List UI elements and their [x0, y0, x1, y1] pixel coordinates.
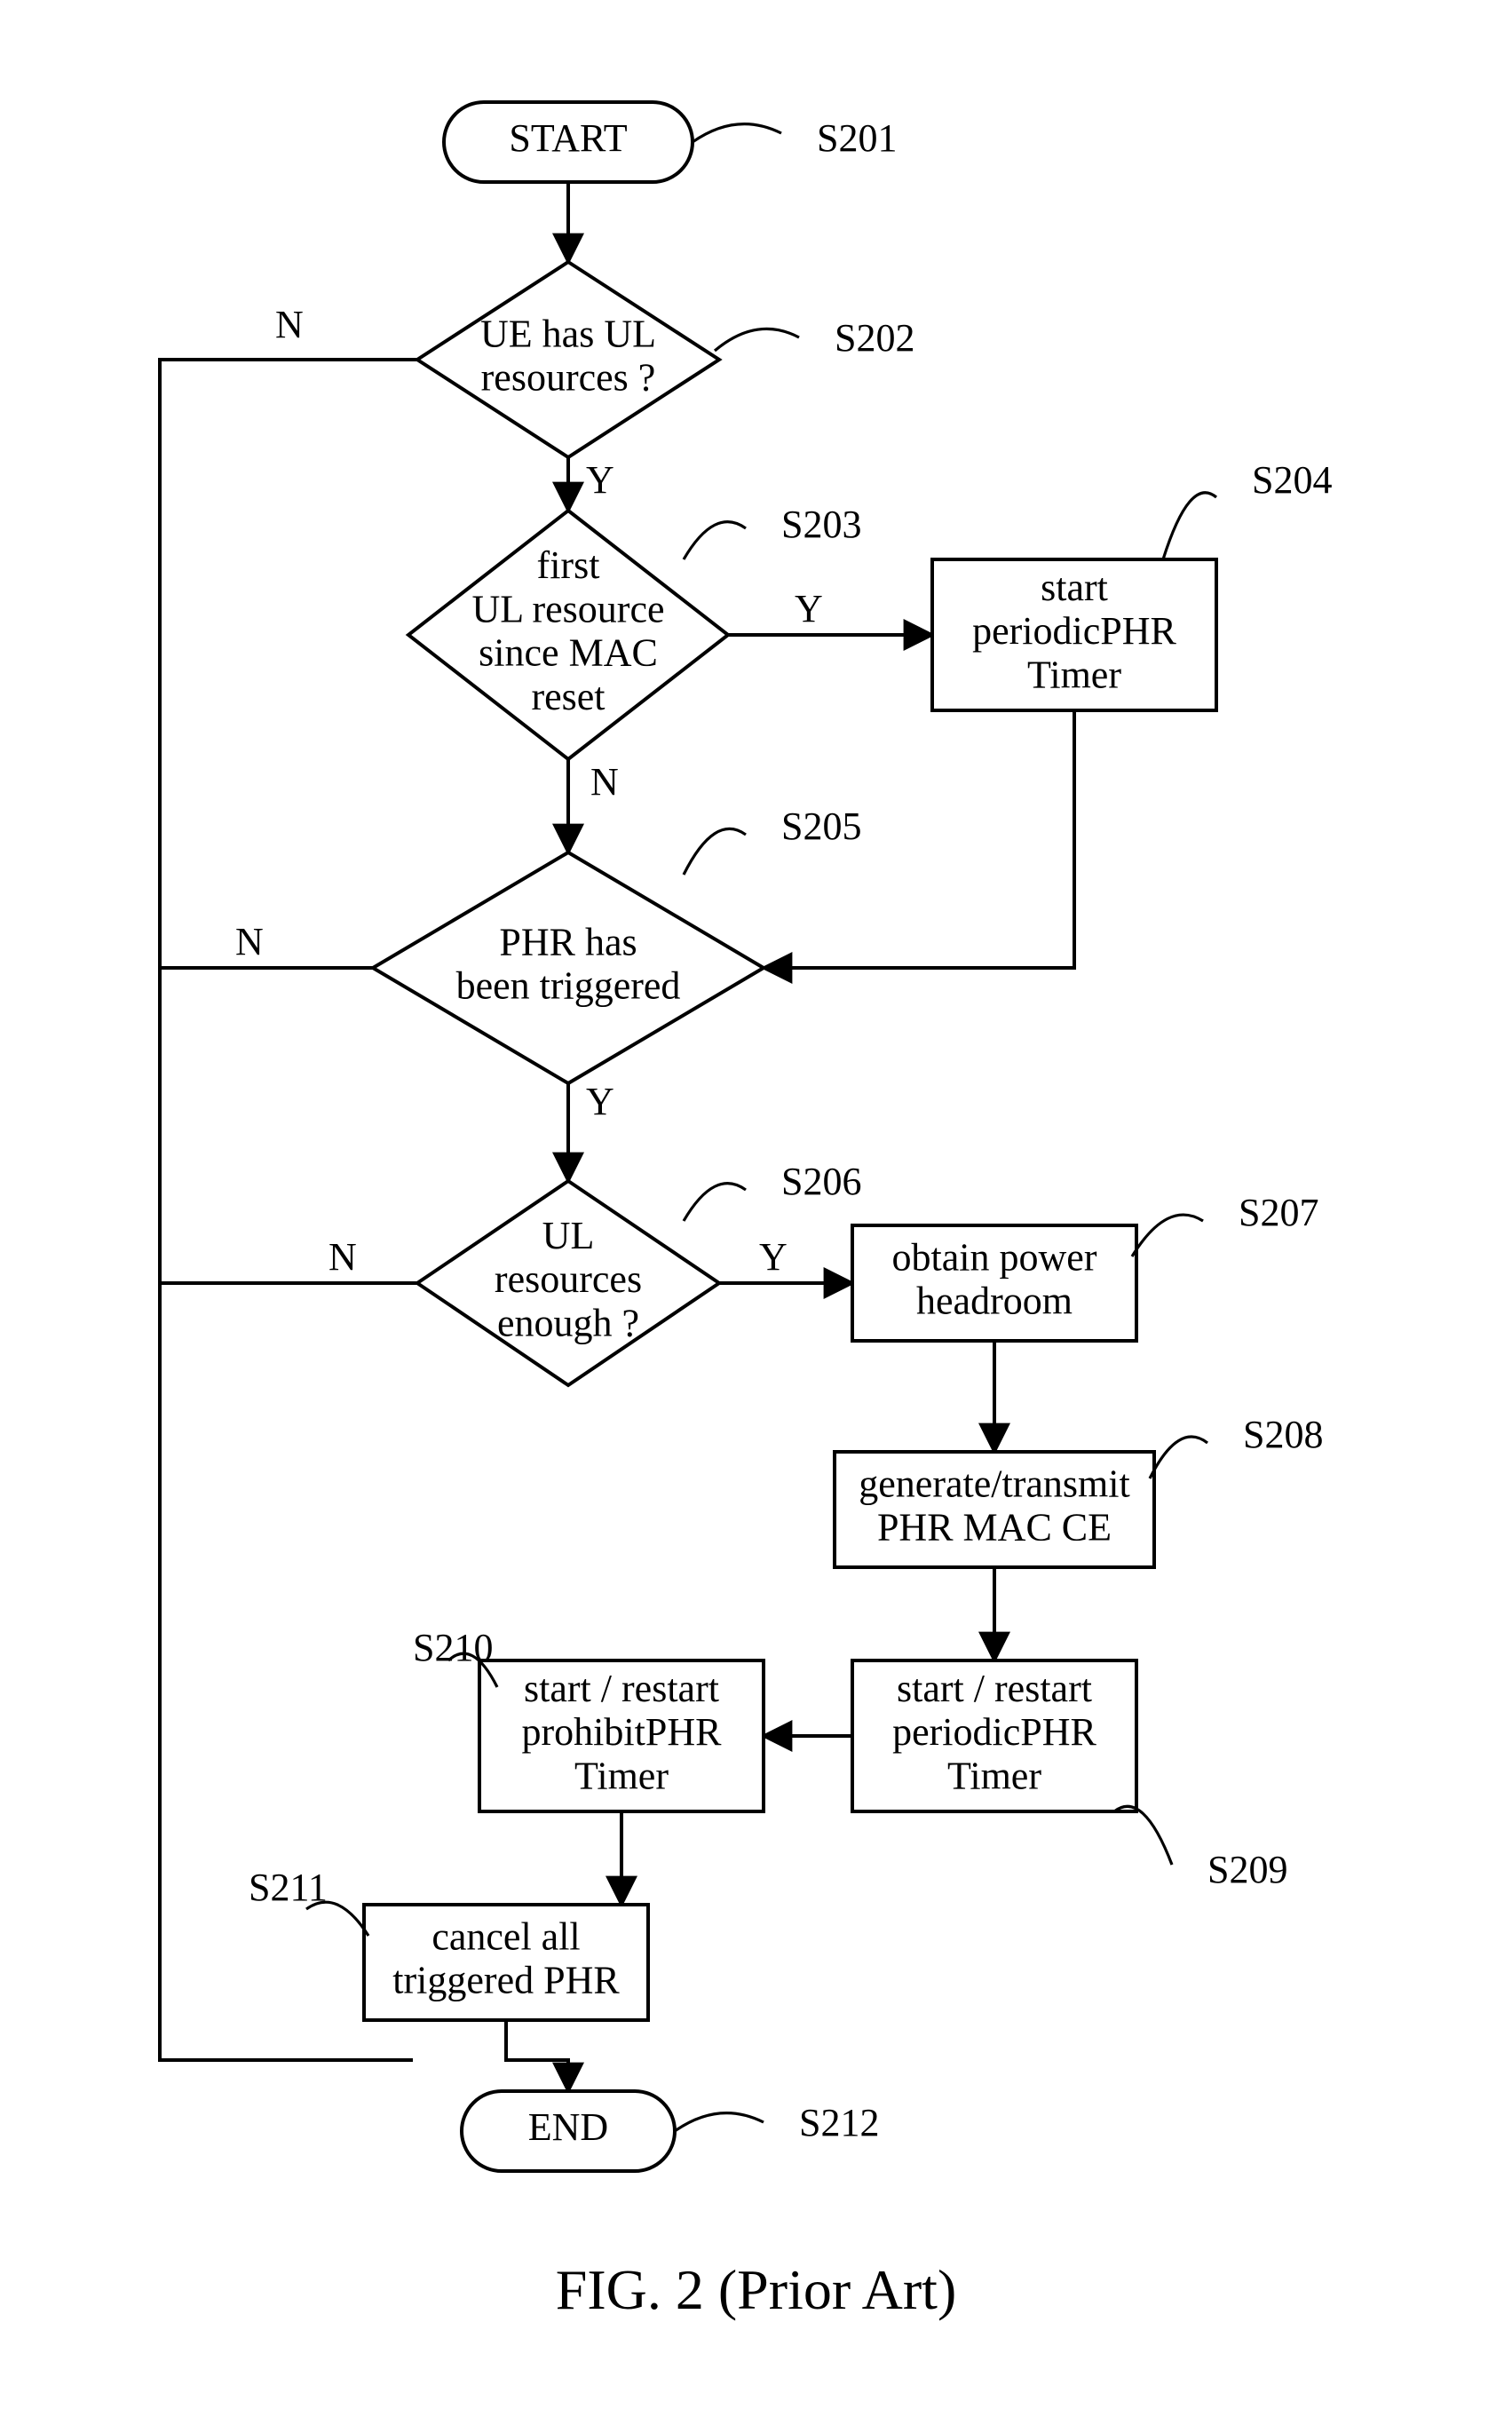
node-s209: start / restartperiodicPHRTimer	[852, 1660, 1136, 1811]
node-text: UE has UL	[480, 312, 656, 355]
leader-line	[1114, 1806, 1172, 1865]
node-s204: startperiodicPHRTimer	[932, 559, 1216, 710]
step-label: S203	[781, 503, 861, 546]
step-label: S201	[817, 116, 897, 160]
node-text: Timer	[574, 1754, 669, 1797]
leader-line	[693, 124, 781, 142]
node-text: cancel all	[431, 1914, 580, 1958]
node-text: periodicPHR	[892, 1710, 1096, 1754]
node-s205: PHR hasbeen triggered	[373, 852, 764, 1083]
node-text: PHR has	[499, 920, 637, 963]
leader-line	[684, 828, 746, 875]
node-text: START	[509, 116, 627, 160]
leader-line	[675, 2113, 764, 2131]
node-s202: UE has ULresources ?	[417, 262, 719, 457]
node-s203: firstUL resourcesince MACreset	[408, 511, 728, 759]
node-s211: cancel alltriggered PHR	[364, 1905, 648, 2020]
node-text: UL	[542, 1214, 595, 1257]
node-s210: start / restartprohibitPHRTimer	[479, 1660, 764, 1811]
node-text: reset	[531, 675, 605, 718]
node-text: start	[1041, 566, 1108, 609]
node-text: PHR MAC CE	[877, 1506, 1112, 1549]
step-label: S212	[799, 2101, 879, 2144]
node-text: start / restart	[897, 1667, 1092, 1710]
step-label: S210	[413, 1626, 493, 1669]
leader-line	[684, 1184, 746, 1221]
node-s206: ULresourcesenough ?	[417, 1181, 719, 1385]
flow-edge	[160, 360, 417, 2060]
step-label: S202	[835, 316, 914, 360]
branch-label: Y	[759, 1235, 788, 1279]
node-text: END	[528, 2105, 608, 2149]
node-s207: obtain powerheadroom	[852, 1225, 1136, 1341]
node-text: headroom	[916, 1280, 1073, 1323]
step-label: S205	[781, 804, 861, 848]
node-text: resources ?	[481, 356, 656, 400]
node-s208: generate/transmitPHR MAC CE	[835, 1452, 1154, 1567]
step-label: S206	[781, 1160, 861, 1203]
node-text: been triggered	[456, 964, 681, 1008]
node-text: start / restart	[524, 1667, 719, 1710]
leader-line	[1163, 493, 1216, 559]
node-text: resources	[495, 1257, 642, 1301]
node-text: since MAC	[479, 631, 658, 675]
branch-label: Y	[586, 458, 614, 502]
node-start: START	[444, 102, 693, 182]
branch-label: N	[275, 303, 304, 346]
step-label: S204	[1252, 458, 1332, 502]
node-text: prohibitPHR	[522, 1710, 723, 1754]
node-text: Timer	[947, 1754, 1041, 1797]
node-text: Timer	[1027, 653, 1121, 696]
step-label: S207	[1239, 1191, 1318, 1234]
branch-label: Y	[795, 587, 823, 630]
flow-edge	[506, 2020, 568, 2091]
leader-line	[715, 329, 799, 351]
branch-label: N	[235, 920, 264, 963]
node-text: generate/transmit	[859, 1462, 1129, 1505]
branch-label: N	[329, 1235, 357, 1279]
node-text: triggered PHR	[392, 1959, 620, 2002]
step-label: S209	[1207, 1848, 1287, 1891]
branch-label: N	[590, 760, 619, 804]
node-text: periodicPHR	[972, 609, 1176, 653]
node-end: END	[462, 2091, 675, 2171]
branch-label: Y	[586, 1080, 614, 1123]
step-label: S208	[1243, 1413, 1323, 1456]
leader-line	[1150, 1437, 1207, 1478]
node-text: first	[537, 543, 600, 587]
node-text: enough ?	[497, 1301, 639, 1344]
node-text: UL resource	[471, 587, 664, 630]
leader-line	[1132, 1215, 1203, 1256]
node-text: obtain power	[892, 1235, 1097, 1279]
step-label: S211	[249, 1866, 328, 1909]
figure-caption: FIG. 2 (Prior Art)	[556, 2258, 957, 2321]
leader-line	[684, 522, 746, 559]
